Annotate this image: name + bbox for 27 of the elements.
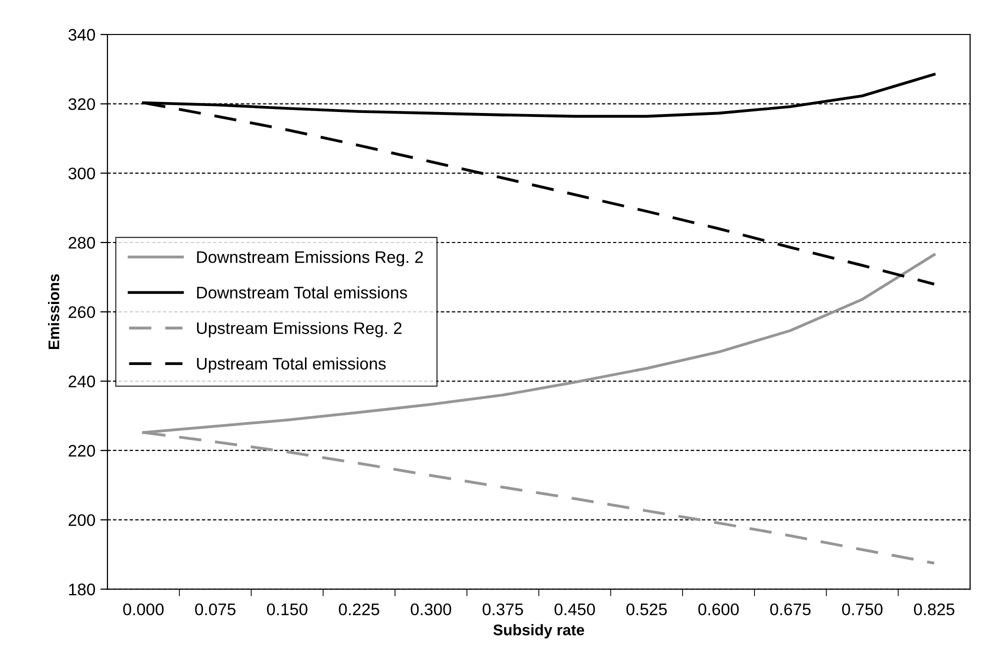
legend-label: Downstream Emissions Reg. 2 [197, 250, 423, 266]
y-tick-label: 340 [68, 28, 96, 41]
x-tick-label: 0.675 [770, 603, 811, 616]
y-tick-label: 220 [68, 444, 96, 457]
y-axis-title: Emissions [48, 274, 60, 350]
x-tick-label: 0.750 [842, 603, 882, 616]
x-tick-label: 0.525 [626, 603, 667, 616]
x-tick-label: 0.000 [123, 603, 164, 616]
legend-label: Upstream Emissions Reg. 2 [197, 322, 402, 338]
x-tick-label: 0.150 [266, 603, 308, 616]
x-tick-label: 0.225 [338, 603, 380, 616]
x-tick-label: 0.375 [482, 603, 524, 616]
x-axis-title: Subsidy rate [493, 624, 584, 638]
x-tick-label: 0.075 [195, 603, 236, 616]
y-tick-label: 280 [68, 236, 96, 249]
y-tick-label: 320 [68, 98, 96, 110]
y-tick-label: 260 [68, 306, 96, 318]
y-tick-label: 240 [68, 376, 96, 388]
y-tick-label: 180 [69, 584, 96, 596]
y-tick-label: 300 [68, 168, 96, 180]
y-tick-label: 200 [68, 514, 96, 526]
x-tick-label: 0.825 [914, 603, 954, 616]
x-tick-label: 0.300 [410, 603, 452, 616]
x-tick-label: 0.450 [554, 603, 595, 616]
legend-label: Downstream Total emissions [197, 286, 408, 299]
x-tick-label: 0.600 [698, 603, 739, 616]
legend-label: Upstream Total emissions [197, 357, 386, 373]
